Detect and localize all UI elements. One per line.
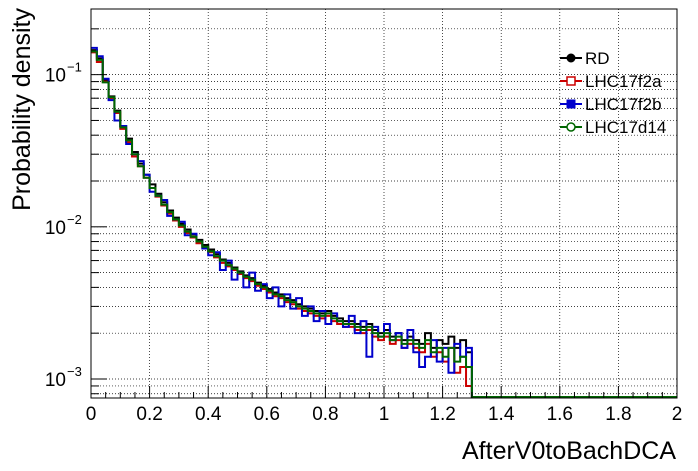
legend-marker-icon [566,99,576,109]
tick-labels: 0 0.2 0.4 0.6 0.8 1 1.2 1.4 1.6 1.8 210−310−210−1 [45,60,682,425]
x-tick-label: 1.6 [547,404,573,425]
legend-marker-icon [566,122,576,132]
x-axis-title: AfterV0toBachDCA [462,437,676,465]
y-tick-exponent: −3 [67,364,82,379]
legend-marker-icon [566,76,576,86]
y-tick-label: 10 [45,66,66,87]
x-tick-label: 1 [379,404,390,425]
x-tick-label: 0.2 [136,404,162,425]
y-tick-exponent: −2 [67,212,82,227]
legend-label: LHC17f2b [585,95,662,114]
x-tick-label: 1.4 [488,404,515,425]
series-layer [91,46,677,398]
legend-label: LHC17d14 [585,118,666,137]
legend-label: RD [585,49,610,68]
legend: RD LHC17f2a LHC17f2b LHC17d14 [560,49,666,137]
x-tick-label: 2 [672,404,683,425]
y-tick-label: 10 [45,370,66,391]
legend-label: LHC17f2a [585,72,662,91]
x-tick-label: 1.2 [429,404,455,425]
series-lhc17d14-line [91,50,677,398]
y-tick-label: 10 [45,218,66,239]
x-tick-label: 0.8 [312,404,338,425]
x-tick-label: 0.4 [195,404,222,425]
x-tick-label: 1.8 [605,404,631,425]
legend-marker-icon [566,53,576,63]
y-tick-exponent: −1 [67,60,82,75]
x-tick-label: 0.6 [254,404,280,425]
axis-ticks [90,28,678,398]
y-axis-title: Probability density [8,8,36,211]
x-tick-label: 0 [86,404,97,425]
